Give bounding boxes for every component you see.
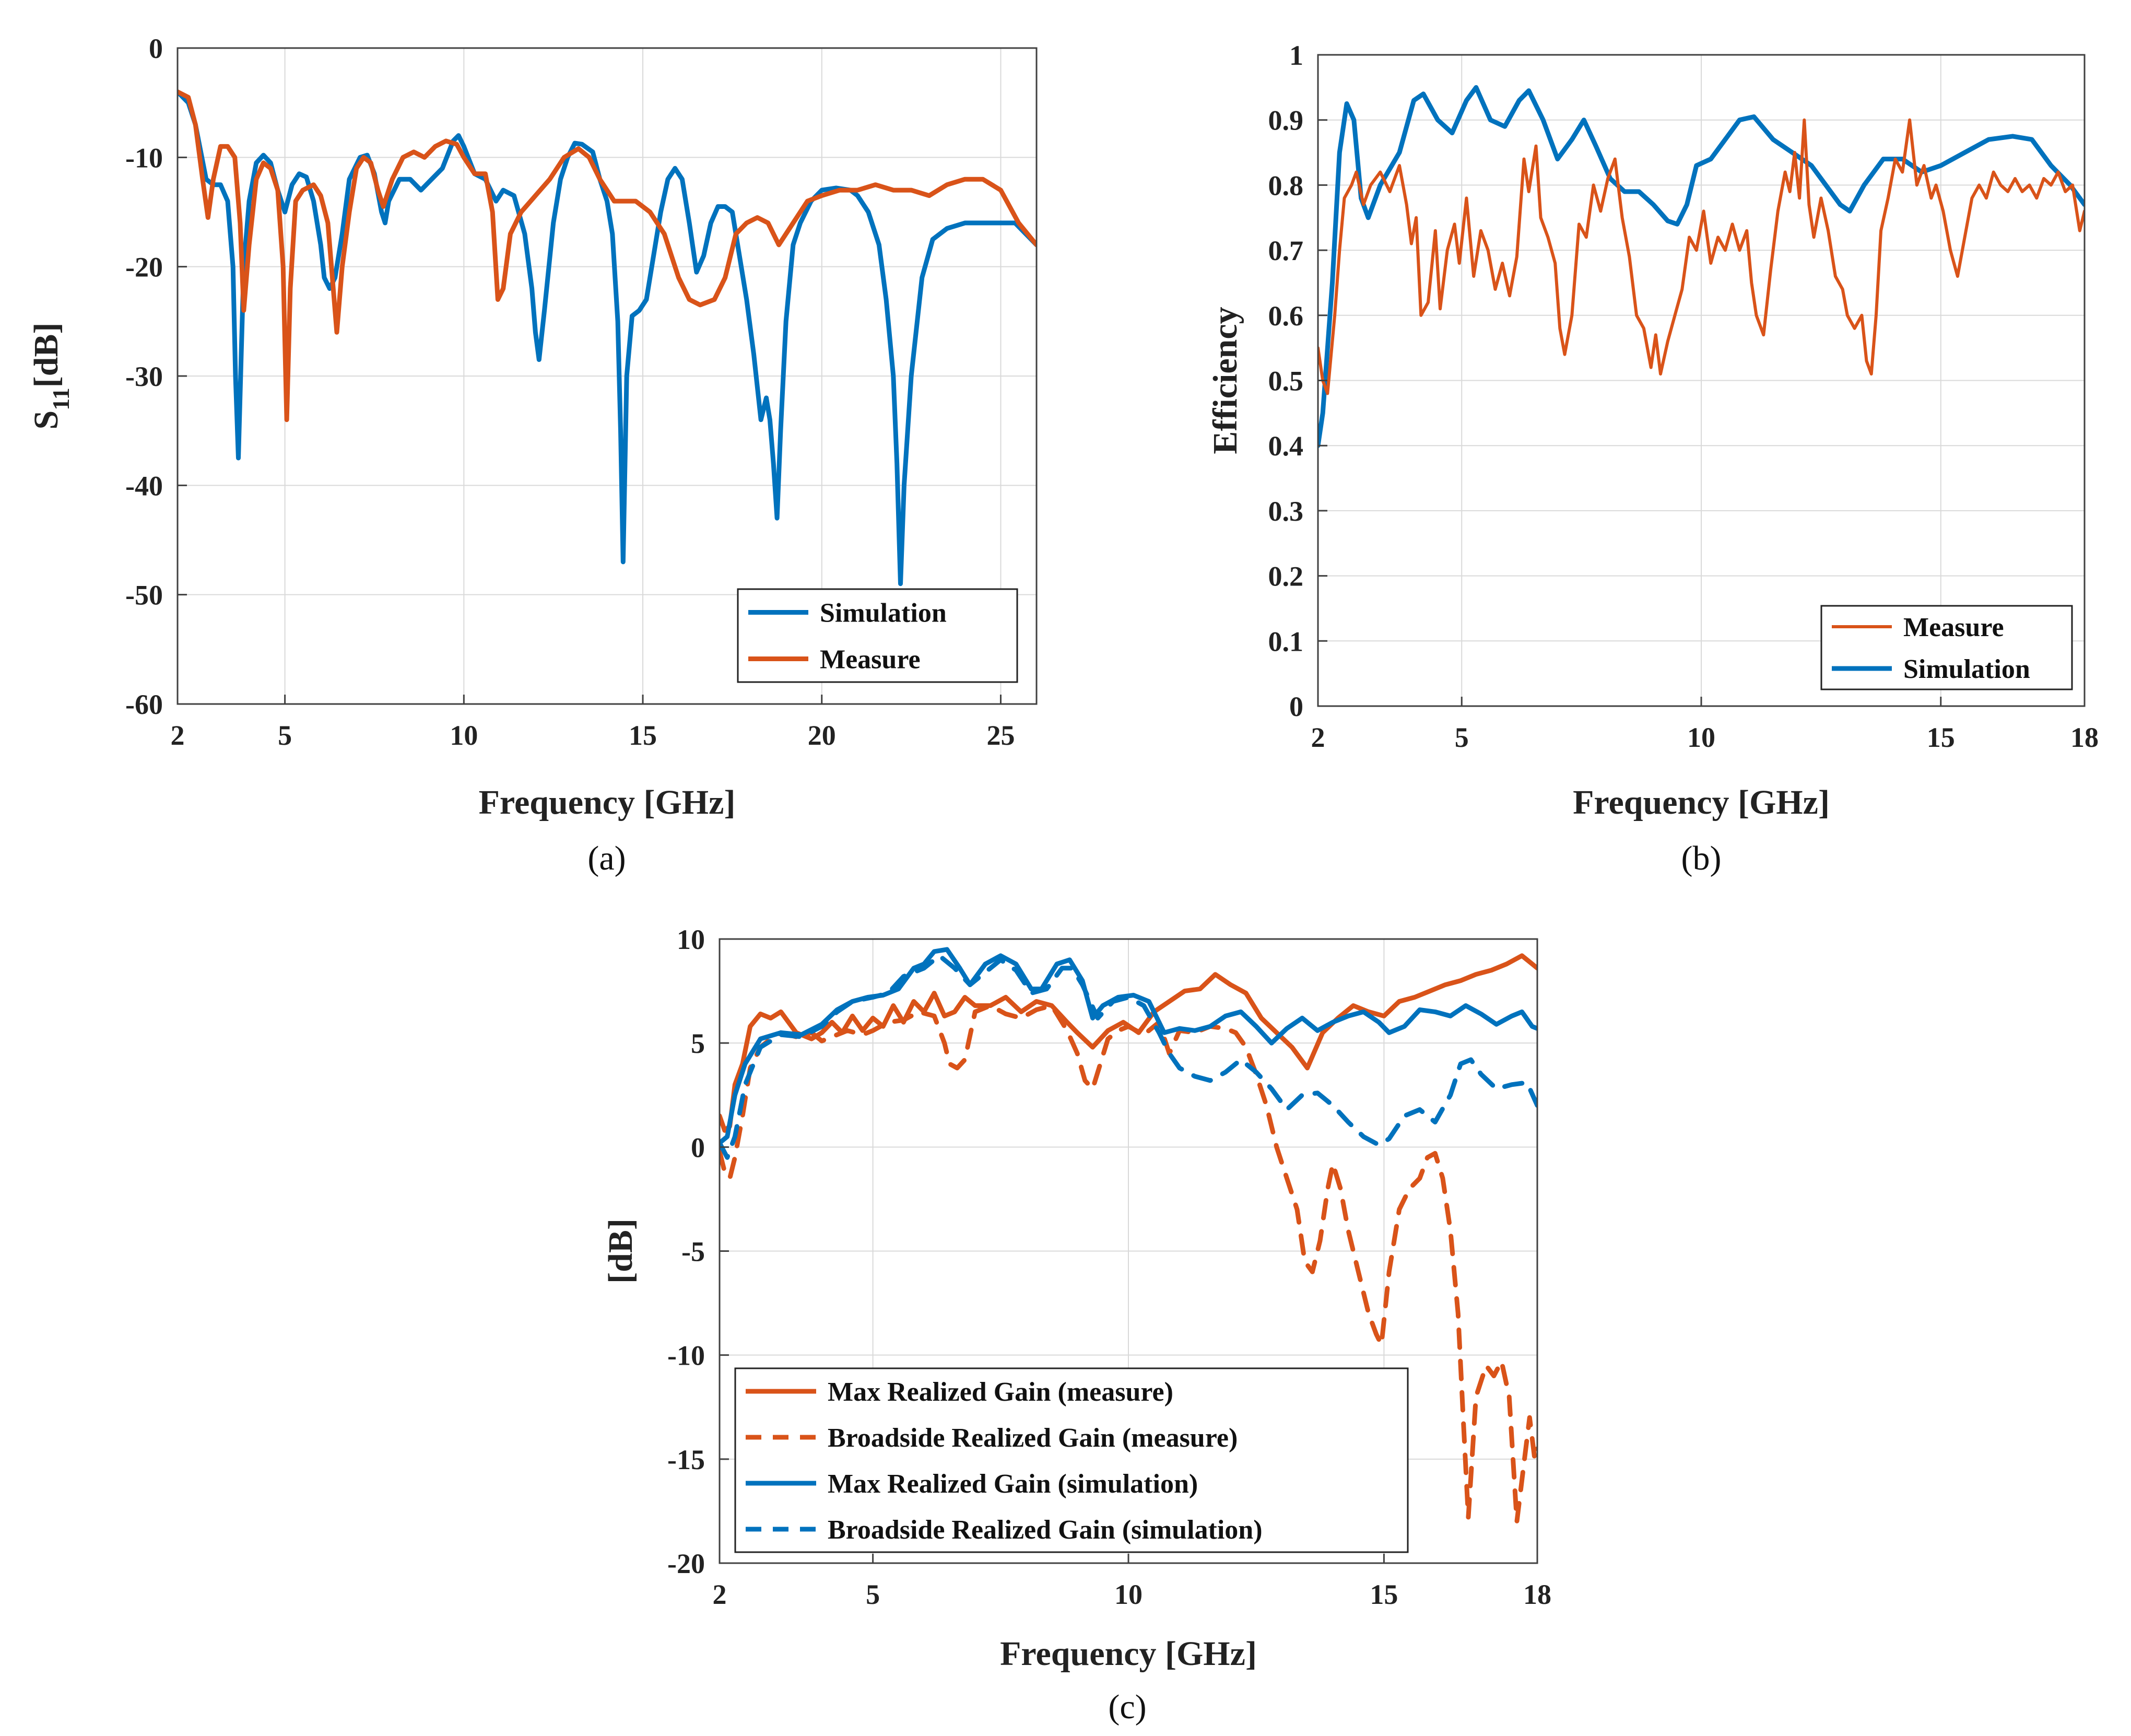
y-tick-label: -15 bbox=[667, 1444, 705, 1475]
y-tick-label: 0.6 bbox=[1268, 300, 1304, 332]
x-tick-label: 2 bbox=[713, 1579, 727, 1610]
chart-b: 2 5 10 15 18 0 0.1 0.2 0.3 0.4 0.5 0.6 0.7 0.8 0.9 1 Fre… bbox=[1206, 40, 2099, 877]
series-group bbox=[1318, 85, 2085, 448]
x-tick-label: 5 bbox=[866, 1579, 880, 1610]
y-tick-label: 0.2 bbox=[1268, 561, 1304, 592]
y-tick-label: 0.9 bbox=[1268, 105, 1304, 136]
x-tick-label: 18 bbox=[2070, 722, 2099, 753]
legend-box bbox=[737, 588, 1018, 683]
y-tick-label: 10 bbox=[677, 924, 705, 955]
y-tick-label: -30 bbox=[125, 361, 163, 392]
y-tick-label: 0.1 bbox=[1268, 626, 1304, 657]
legend-label: Measure bbox=[820, 645, 921, 675]
x-tick-label: 10 bbox=[1114, 1579, 1143, 1610]
x-tick-label: 5 bbox=[278, 720, 292, 751]
series-line-measure bbox=[178, 89, 1037, 423]
y-tick-label: -20 bbox=[125, 252, 163, 283]
y-tick-label: 0.5 bbox=[1268, 366, 1304, 397]
y-axis-label: S11[dB] bbox=[27, 323, 74, 430]
y-tick-label: -60 bbox=[125, 689, 163, 720]
series-line-measure bbox=[1318, 118, 2085, 395]
panel-caption: (c) bbox=[1108, 1688, 1146, 1726]
x-tick-label: 15 bbox=[1927, 722, 1955, 753]
legend-label: Simulation bbox=[1903, 654, 2030, 684]
x-tick-label: 10 bbox=[1687, 722, 1715, 753]
y-axis-label: Efficiency bbox=[1206, 307, 1244, 454]
y-tick-label: 0 bbox=[149, 33, 163, 64]
legend: Max Realized Gain (measure) Broadside Rea… bbox=[734, 1367, 1409, 1553]
x-axis-label: Frequency [GHz] bbox=[1000, 1635, 1257, 1673]
legend: Simulation Measure bbox=[737, 588, 1018, 683]
y-tick-label: 0.7 bbox=[1268, 235, 1304, 266]
series-group bbox=[178, 89, 1037, 587]
y-tick-label: 0.3 bbox=[1268, 496, 1304, 527]
x-tick-label: 5 bbox=[1455, 722, 1469, 753]
x-axis-label: Frequency [GHz] bbox=[1573, 783, 1830, 822]
x-axis-label: Frequency [GHz] bbox=[479, 783, 736, 822]
legend-label: Broadside Realized Gain (measure) bbox=[828, 1423, 1238, 1453]
series-line-simulation bbox=[1318, 85, 2085, 448]
panel-caption: (b) bbox=[1681, 839, 1722, 877]
x-tick-label: 15 bbox=[1370, 1579, 1398, 1610]
legend-label: Max Realized Gain (simulation) bbox=[828, 1469, 1198, 1499]
y-tick-label: 0.4 bbox=[1268, 430, 1304, 462]
x-tick-label: 2 bbox=[171, 720, 185, 751]
y-tick-label: 0.8 bbox=[1268, 170, 1304, 201]
legend-box bbox=[1820, 605, 2073, 690]
y-tick-label: -10 bbox=[667, 1340, 705, 1371]
y-tick-label: 0 bbox=[691, 1132, 705, 1163]
series-line-broadside-realized-gain-simulation bbox=[720, 953, 1537, 1160]
x-tick-label: 15 bbox=[629, 720, 657, 751]
series-group bbox=[720, 947, 1537, 1524]
x-tick-label: 2 bbox=[1311, 722, 1325, 753]
x-tick-label: 10 bbox=[450, 720, 478, 751]
y-tick-label: 1 bbox=[1289, 40, 1303, 71]
y-tick-label: -50 bbox=[125, 580, 163, 611]
panel-caption: (a) bbox=[587, 839, 626, 877]
x-tick-label: 20 bbox=[808, 720, 836, 751]
series-line-max-realized-gain-measure bbox=[720, 953, 1537, 1133]
chart-c: 2 5 10 15 18 -20 -15 -10 -5 0 5 10 Frequency [GHz] [d… bbox=[602, 924, 1551, 1726]
y-tick-label: 5 bbox=[691, 1028, 705, 1059]
legend-label: Measure bbox=[1903, 613, 2004, 642]
y-tick-label: -10 bbox=[125, 142, 163, 173]
legend-box bbox=[734, 1367, 1409, 1553]
y-tick-label: -5 bbox=[681, 1236, 705, 1268]
x-tick-label: 18 bbox=[1523, 1579, 1551, 1610]
legend: Measure Simulation bbox=[1820, 605, 2073, 690]
legend-label: Max Realized Gain (measure) bbox=[828, 1377, 1173, 1407]
x-tick-label: 25 bbox=[986, 720, 1015, 751]
y-axis-label: [dB] bbox=[602, 1218, 640, 1284]
y-tick-label: -20 bbox=[667, 1548, 705, 1579]
y-tick-label: -40 bbox=[125, 470, 163, 501]
legend-label: Simulation bbox=[820, 599, 947, 628]
legend-label: Broadside Realized Gain (simulation) bbox=[828, 1515, 1263, 1545]
y-tick-label: 0 bbox=[1289, 691, 1303, 722]
